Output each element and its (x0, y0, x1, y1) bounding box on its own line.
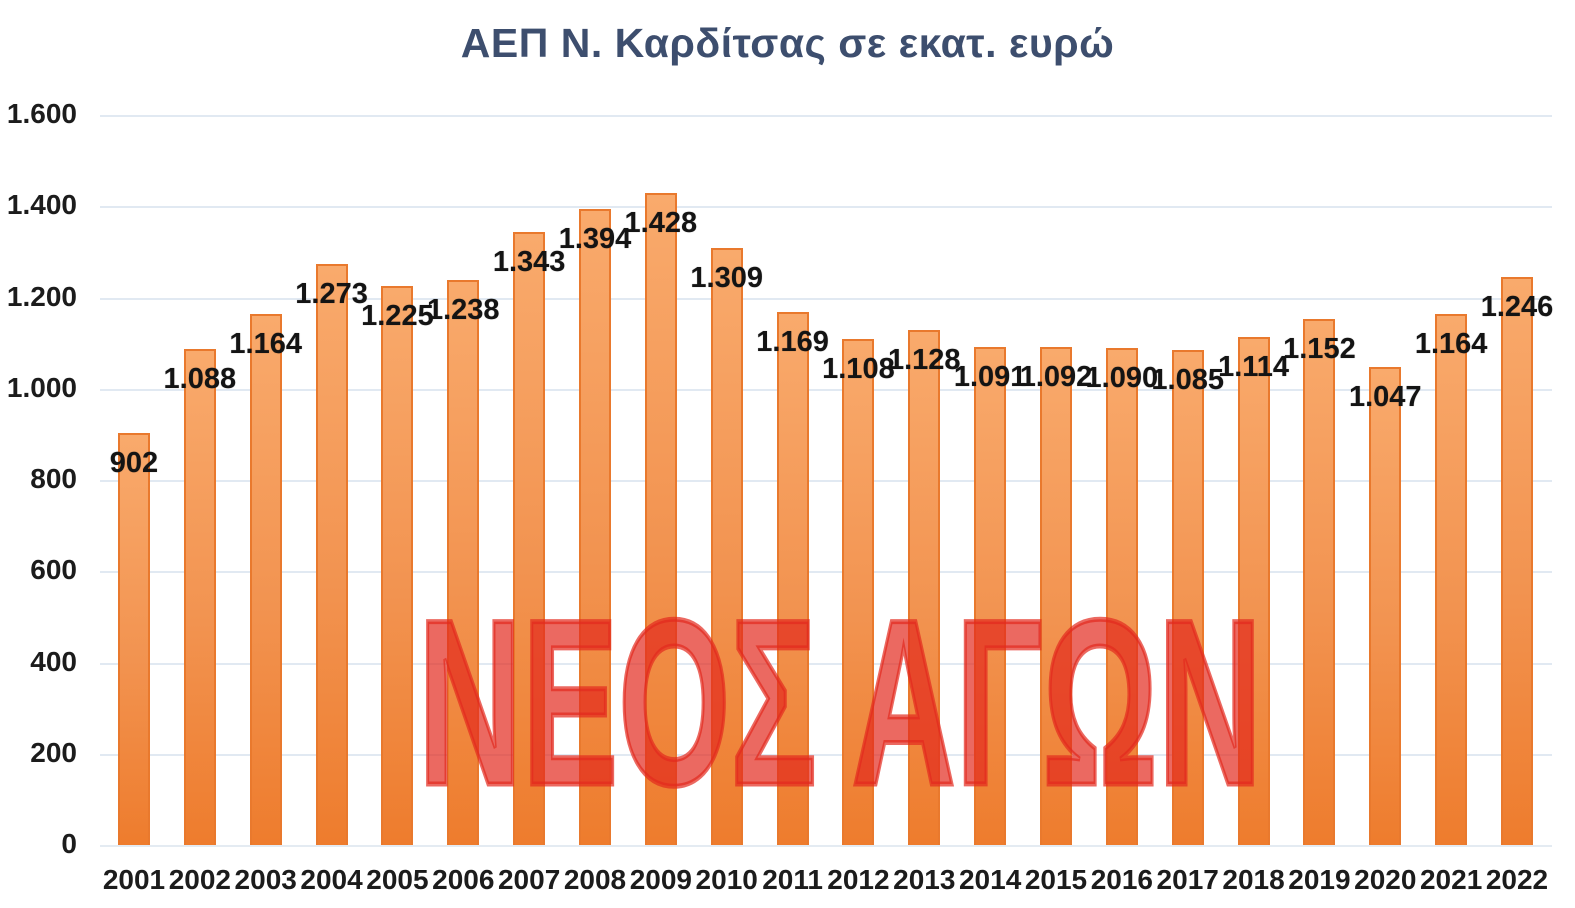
value-label-2011: 1.169 (756, 325, 829, 358)
value-label-2016: 1.090 (1085, 361, 1159, 394)
x-tick-label-2021: 2021 (1419, 864, 1483, 895)
value-label-2002: 1.088 (163, 362, 237, 395)
value-label-2015: 1.092 (1019, 360, 1093, 393)
gridline-600 (100, 571, 1552, 574)
bar-2005 (381, 286, 414, 845)
y-tick-label-200: 200 (30, 736, 77, 768)
bar-2010 (710, 247, 743, 845)
value-label-2017: 1.085 (1151, 363, 1224, 396)
gridline-800 (100, 480, 1552, 482)
x-tick-label-2016: 2016 (1090, 864, 1153, 895)
x-tick-label-2013: 2013 (893, 864, 956, 895)
gridline-1400 (100, 206, 1552, 209)
value-label-2021: 1.164 (1414, 327, 1488, 360)
x-tick-label-2010: 2010 (695, 864, 758, 895)
x-tick-label-2002: 2002 (168, 864, 231, 895)
gridline-1200 (100, 297, 1552, 300)
gridline-0 (100, 845, 1552, 847)
x-tick-label-2018: 2018 (1222, 864, 1285, 895)
y-tick-label-1.600: 1.600 (6, 98, 77, 129)
bar-2012 (842, 339, 875, 845)
x-tick-label-2020: 2020 (1354, 864, 1417, 895)
bar-2017 (1171, 349, 1204, 845)
bar-2008 (579, 208, 611, 845)
bar-2022 (1501, 276, 1533, 845)
x-tick-label-2014: 2014 (958, 864, 1022, 895)
x-tick-label-2005: 2005 (366, 864, 429, 895)
x-tick-label-2006: 2006 (432, 864, 495, 895)
y-tick-label-1.000: 1.000 (6, 371, 77, 403)
bar-2020 (1369, 367, 1402, 845)
x-tick-label-2019: 2019 (1288, 864, 1351, 895)
x-tick-label-2017: 2017 (1156, 864, 1219, 895)
value-label-2009: 1.428 (624, 207, 698, 240)
bar-2018 (1237, 336, 1270, 845)
bar-2014 (974, 347, 1007, 845)
x-tick-label-2008: 2008 (563, 864, 627, 895)
bar-2001 (118, 433, 150, 845)
gridline-1000 (100, 388, 1552, 391)
bar-2021 (1435, 313, 1468, 845)
bar-2003 (249, 313, 282, 845)
bar-2013 (908, 330, 941, 845)
value-label-2013: 1.128 (887, 344, 961, 377)
value-label-2003: 1.164 (229, 327, 302, 360)
y-tick-label-1.200: 1.200 (6, 280, 77, 312)
y-tick-label-1.400: 1.400 (6, 189, 77, 221)
bar-2011 (776, 311, 809, 845)
value-label-2019: 1.152 (1283, 333, 1356, 366)
bar-2002 (183, 348, 216, 845)
y-tick-label-800: 800 (30, 463, 77, 494)
bar-2016 (1105, 347, 1138, 845)
value-label-2005: 1.225 (361, 300, 434, 333)
x-tick-label-2003: 2003 (234, 864, 297, 895)
x-tick-label-2007: 2007 (497, 864, 561, 895)
value-label-2022: 1.246 (1480, 290, 1554, 323)
gridline-400 (100, 662, 1552, 665)
value-label-2001: 902 (109, 447, 159, 480)
x-tick-label-2022: 2022 (1485, 864, 1549, 895)
bar-2007 (513, 232, 546, 845)
value-label-2014: 1.091 (953, 361, 1027, 394)
value-label-2004: 1.273 (295, 278, 368, 311)
value-label-2012: 1.108 (822, 353, 895, 386)
y-tick-label-0: 0 (61, 828, 77, 859)
chart-title: ΑΕΠ Ν. Καρδίτσας σε εκατ. ευρώ (460, 20, 1115, 66)
gridline-200 (100, 753, 1552, 756)
x-tick-label-2012: 2012 (827, 864, 890, 895)
bar-2015 (1040, 346, 1072, 845)
bar-2019 (1303, 319, 1336, 845)
bar-2006 (447, 280, 480, 845)
y-tick-label-400: 400 (30, 645, 77, 677)
x-tick-label-2011: 2011 (762, 864, 823, 895)
value-label-2006: 1.238 (426, 294, 500, 327)
value-label-2010: 1.309 (690, 261, 763, 294)
y-tick-label-600: 600 (30, 554, 77, 586)
x-tick-label-2015: 2015 (1024, 864, 1088, 895)
x-tick-label-2009: 2009 (629, 864, 692, 895)
bar-2004 (315, 264, 348, 845)
value-label-2007: 1.343 (492, 246, 566, 279)
gridline-1600 (100, 115, 1552, 117)
value-label-2018: 1.114 (1218, 350, 1290, 383)
value-label-2020: 1.047 (1348, 381, 1422, 414)
x-tick-label-2001: 2001 (102, 864, 166, 895)
bar-2009 (644, 193, 677, 845)
value-label-2008: 1.394 (558, 222, 632, 255)
x-tick-label-2004: 2004 (300, 864, 363, 895)
